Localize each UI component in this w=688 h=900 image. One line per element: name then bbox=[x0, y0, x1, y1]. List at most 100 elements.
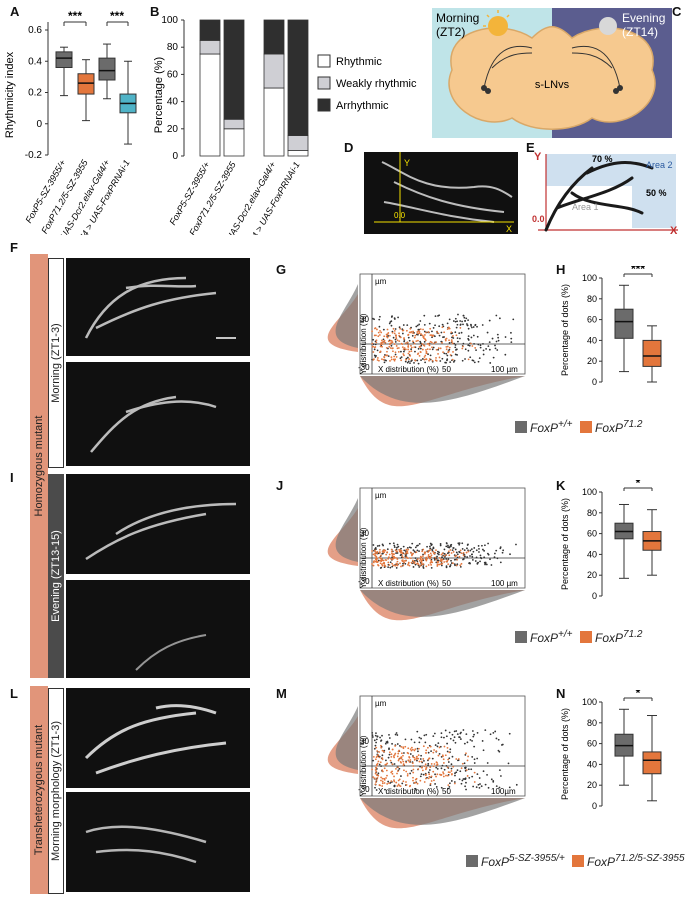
a-sig-2: *** bbox=[110, 9, 124, 23]
scatter-point-mut bbox=[391, 552, 393, 555]
scatter-point-mut bbox=[427, 342, 430, 345]
scatter-point-mut bbox=[374, 346, 377, 348]
scatter-point-wt bbox=[465, 788, 467, 791]
scatter-point-mut bbox=[398, 749, 400, 752]
scatter-point-wt bbox=[433, 335, 436, 338]
scatter-ym30: -30 bbox=[358, 785, 370, 794]
box-ytick-label: 20 bbox=[587, 356, 597, 366]
scatter-point-mut bbox=[374, 552, 376, 555]
scatter-point-wt bbox=[458, 337, 461, 340]
scatter-point-wt bbox=[437, 348, 440, 351]
scatter-point-wt bbox=[427, 771, 430, 774]
scatter-point-wt bbox=[381, 734, 383, 737]
scatter-point-mut bbox=[409, 551, 412, 554]
scatter-point-mut bbox=[375, 779, 378, 781]
scatter-point-mut bbox=[430, 763, 433, 765]
b-bar-segment bbox=[263, 53, 285, 89]
scatter-point-mut bbox=[386, 774, 388, 777]
scatter-point-wt bbox=[476, 757, 479, 760]
a-box bbox=[77, 73, 95, 95]
scatter-point-mut bbox=[411, 340, 414, 343]
scatter-point-mut bbox=[428, 773, 431, 776]
scatter-um: µm bbox=[375, 491, 387, 500]
scatter-point-wt bbox=[418, 542, 421, 545]
scatter-point-wt bbox=[467, 337, 470, 340]
scatter-point-mut bbox=[382, 358, 385, 361]
scatter-point-mut bbox=[410, 331, 412, 334]
scatter-point-wt bbox=[414, 563, 417, 566]
scatter-point-wt bbox=[458, 551, 461, 554]
scatter-point-mut bbox=[376, 550, 379, 553]
scatter-point-mut bbox=[465, 551, 468, 554]
scatter-point-wt bbox=[419, 340, 422, 343]
scatter-point-wt bbox=[399, 554, 402, 557]
scatter-point-mut bbox=[442, 758, 445, 761]
scatter-point-wt bbox=[414, 546, 417, 549]
scatter-point-mut bbox=[436, 761, 438, 764]
scatter-point-wt bbox=[469, 549, 472, 552]
scatter-point-wt bbox=[376, 349, 379, 352]
scatter-point-wt bbox=[497, 339, 500, 342]
scatter-point-mut bbox=[390, 548, 393, 551]
scatter-point-wt bbox=[456, 733, 459, 735]
scatter-point-mut bbox=[381, 559, 384, 562]
scatter-point-mut bbox=[401, 329, 404, 332]
scatter-point-mut bbox=[378, 551, 381, 553]
scatter-point-wt bbox=[467, 335, 470, 338]
scatter-point-wt bbox=[423, 314, 426, 317]
scatter-point-wt bbox=[510, 341, 513, 343]
scatter-point-mut bbox=[373, 560, 376, 562]
scatter-point-wt bbox=[383, 361, 386, 364]
scatter-point-wt bbox=[479, 554, 482, 557]
scatter-point-wt bbox=[403, 549, 406, 552]
scatter-point-wt bbox=[469, 356, 472, 359]
scatter-point-wt bbox=[386, 740, 389, 743]
scatter-point-mut bbox=[375, 770, 378, 773]
b-ylabel: Percentage (%) bbox=[153, 57, 165, 133]
scatter-point-mut bbox=[390, 753, 393, 756]
scatter-point-wt bbox=[372, 343, 375, 346]
scatter-point-wt bbox=[479, 783, 481, 785]
scatter-frame bbox=[359, 695, 526, 797]
scatter-point-wt bbox=[371, 736, 374, 738]
scatter-point-wt bbox=[489, 558, 491, 561]
scatter-point-wt bbox=[388, 753, 391, 756]
morning-label-box: Morning (ZT1-3) bbox=[48, 258, 64, 468]
scatter-point-wt bbox=[489, 733, 492, 736]
scatter-point-mut bbox=[381, 345, 383, 348]
scatter-point-mut bbox=[428, 757, 431, 760]
e-50: 50 % bbox=[646, 188, 667, 198]
scatter-point-mut bbox=[445, 774, 447, 777]
scatter-point-mut bbox=[407, 561, 410, 564]
legend-wt-j: FoxP+/+ bbox=[530, 629, 573, 645]
scatter-point-mut bbox=[381, 550, 384, 553]
scatter-point-mut bbox=[422, 758, 425, 760]
scatter-point-mut bbox=[390, 550, 393, 553]
scatter-point-mut bbox=[435, 357, 437, 359]
scatter-point-mut bbox=[388, 751, 391, 754]
scatter-point-wt bbox=[441, 556, 443, 559]
scatter-point-mut bbox=[408, 358, 410, 360]
scatter-point-mut bbox=[391, 562, 394, 565]
scatter-point-wt bbox=[374, 343, 377, 346]
scatter-point-mut bbox=[447, 758, 450, 761]
micro-f-bottom bbox=[66, 362, 250, 466]
scatter-point-wt bbox=[498, 769, 501, 772]
scatter-point-wt bbox=[403, 340, 406, 343]
scatter-point-mut bbox=[377, 754, 379, 756]
b-bar-segment bbox=[287, 135, 309, 151]
scatter-point-wt bbox=[386, 548, 389, 551]
scatter-point-wt bbox=[414, 350, 416, 353]
scatter-x50: 50 bbox=[442, 787, 451, 796]
scatter-point-wt bbox=[456, 354, 458, 356]
scatter-point-mut bbox=[376, 328, 378, 331]
scatter-point-mut bbox=[377, 760, 380, 763]
scatter-point-mut bbox=[406, 773, 409, 775]
scatter-point-wt bbox=[515, 783, 518, 786]
scatter-point-mut bbox=[421, 348, 424, 351]
scatter-point-wt bbox=[470, 548, 473, 551]
scatter-point-wt bbox=[445, 352, 448, 355]
box-ytick-label: 80 bbox=[587, 508, 597, 518]
a-ytick-label: 0 bbox=[36, 119, 42, 130]
scatter-point-wt bbox=[420, 737, 422, 740]
